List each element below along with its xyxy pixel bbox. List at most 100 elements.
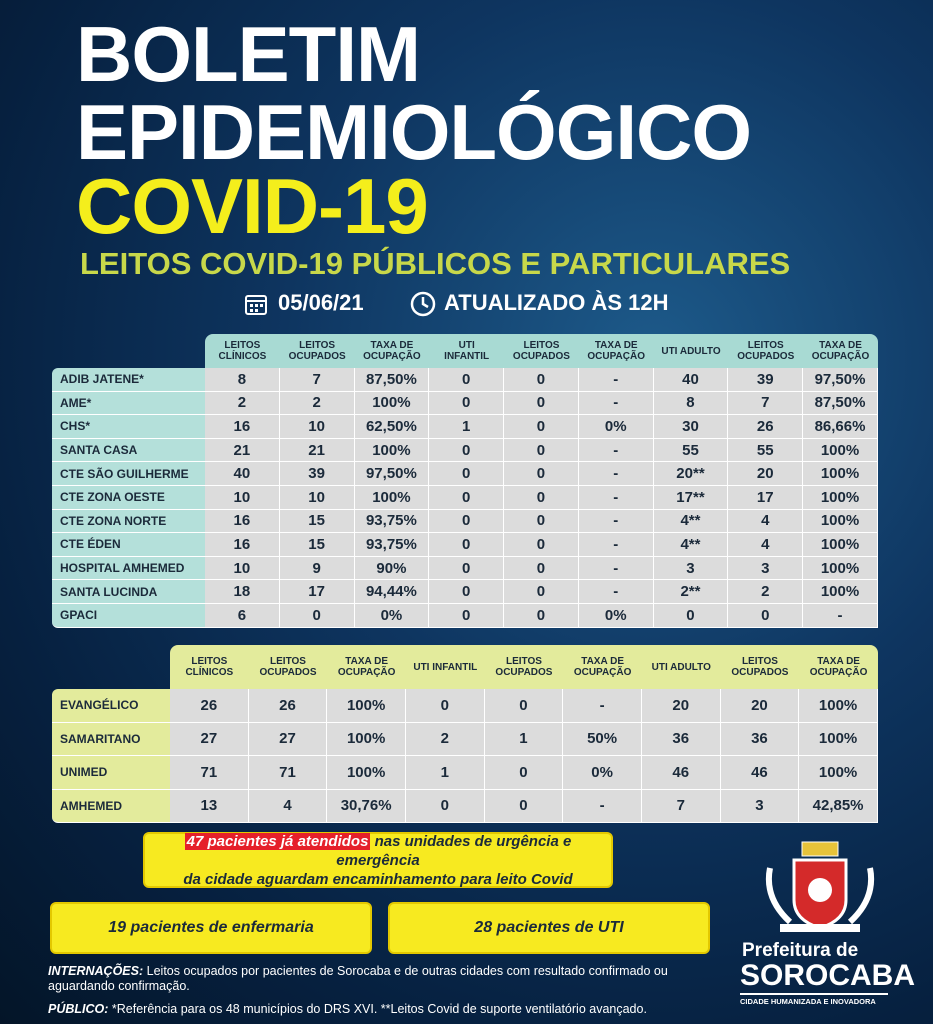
cell: 15	[279, 509, 355, 534]
cell: -	[578, 462, 654, 486]
cell: 0	[429, 604, 505, 628]
cell: -	[563, 689, 642, 723]
table-row: AME* 2 2 100% 0 0-8 7 87,50%	[52, 391, 878, 416]
cell: -	[803, 604, 878, 628]
row-name: CTE SÃO GUILHERME	[52, 462, 205, 486]
cell: -	[578, 438, 654, 463]
calendar-icon	[245, 295, 267, 315]
cell: 4**	[653, 509, 729, 534]
cell: 46	[720, 756, 800, 790]
cell: -	[578, 556, 654, 581]
cell: 8	[653, 391, 729, 416]
notice: 47 pacientes já atendidos nas unidades d…	[143, 832, 613, 888]
cell: 0	[504, 391, 579, 416]
cell: 1	[484, 722, 564, 756]
column-header: LEITOS OCUPADOS	[731, 656, 789, 678]
cell: 26	[728, 415, 804, 439]
cell: 10	[205, 556, 280, 581]
cell: 39	[728, 368, 804, 392]
cell: 97,50%	[803, 368, 878, 392]
cell: 8	[205, 368, 280, 392]
cell: 6	[205, 604, 280, 628]
cell: 4	[728, 533, 804, 557]
cell: 27	[170, 722, 249, 756]
table-row: SAMARITANO 27 27 100% 2 1 50% 36 36 100%	[52, 722, 878, 756]
cell: 71	[248, 756, 328, 790]
footnote-text: *Referência para os 48 municípios do DRS…	[111, 1002, 647, 1016]
footnote-label: PÚBLICO:	[48, 1002, 109, 1016]
table-header: LEITOS CLÍNICOS LEITOS OCUPADOS TAXA DE OC…	[170, 645, 878, 689]
cell: 100%	[799, 722, 878, 756]
cell: -	[563, 789, 642, 823]
table-row: GPACI 6 0 0% 0 0 0% 0 0-	[52, 604, 878, 628]
table-row: CTE ÉDEN 16 15 93,75% 0 0-4** 4 100%	[52, 533, 878, 557]
cell: -	[578, 509, 654, 534]
row-name: GPACI	[52, 604, 205, 628]
table-row: SANTA LUCINDA 18 17 94,44% 0 0-2** 2 100%	[52, 580, 878, 604]
cell: 0%	[578, 415, 654, 439]
table-row: UNIMED 71 71 100% 1 0 0% 46 46 100%	[52, 756, 878, 790]
column-header: LEITOS CLÍNICOS	[218, 340, 267, 362]
cell: 100%	[327, 722, 406, 756]
cell: 100%	[803, 438, 878, 463]
column-header: LEITOS CLÍNICOS	[185, 656, 234, 678]
cell: 20	[728, 462, 804, 486]
cell: 71	[170, 756, 249, 790]
subtitle: LEITOS COVID-19 PÚBLICOS E PARTICULARES	[80, 246, 791, 281]
cell: 0	[484, 756, 564, 790]
cell: -	[578, 391, 654, 416]
title-covid: COVID-19	[76, 162, 429, 250]
cell: 0	[504, 462, 579, 486]
row-name: EVANGÉLICO	[52, 689, 170, 723]
cell: -	[578, 580, 654, 604]
cell: 100%	[354, 391, 430, 416]
cell: 86,66%	[803, 415, 878, 439]
cell: 9	[279, 556, 355, 581]
cell: 1	[405, 756, 485, 790]
cell: 26	[170, 689, 249, 723]
column-header: TAXA DE OCUPAÇÃO	[337, 656, 396, 678]
cell: 100%	[799, 689, 878, 723]
column-header: LEITOS OCUPADOS	[495, 656, 553, 678]
cell: 10	[279, 486, 355, 510]
cell: 0%	[563, 756, 642, 790]
cell: 100%	[803, 509, 878, 534]
cell: 36	[720, 722, 800, 756]
cell: 87,50%	[354, 368, 430, 392]
cell: 27	[248, 722, 328, 756]
cell: 3	[720, 789, 800, 823]
title: EPIDEMIOLÓGICO	[76, 88, 752, 176]
cell: 42,85%	[799, 789, 878, 823]
cell: -	[578, 368, 654, 392]
cell: 2	[205, 391, 280, 416]
cell: 90%	[354, 556, 430, 581]
table-row: HOSPITAL AMHEMED 10 9 90% 0 0-3 3 100%	[52, 556, 878, 581]
cell: 94,44%	[354, 580, 430, 604]
cell: 18	[205, 580, 280, 604]
cell: 16	[205, 533, 280, 557]
cell: 0	[484, 789, 564, 823]
row-name: AME*	[52, 391, 205, 416]
cell: 100%	[803, 486, 878, 510]
cell: 0	[504, 368, 579, 392]
cell: 0	[504, 415, 579, 439]
notice-text: da cidade aguardam encaminhamento para l…	[183, 870, 573, 888]
column-header: LEITOS OCUPADOS	[512, 340, 570, 362]
cell: 10	[205, 486, 280, 510]
cell: 97,50%	[354, 462, 430, 486]
cell: 17	[728, 486, 804, 510]
cell: 0	[429, 509, 505, 534]
cell: 16	[205, 509, 280, 534]
cell: 2	[728, 580, 804, 604]
box: 28 pacientes de UTI	[388, 902, 710, 954]
cell: 0	[484, 689, 564, 723]
notice-line: 47 pacientes já atendidos nas unidades d…	[145, 832, 611, 870]
cell: 0	[504, 509, 579, 534]
cell: 0	[279, 604, 355, 628]
row-name: UNIMED	[52, 756, 170, 790]
cell: 1	[429, 415, 505, 439]
cell: 93,75%	[354, 509, 430, 534]
cell: 2	[405, 722, 485, 756]
cell: 0	[504, 438, 579, 463]
table-row: CTE ZONA NORTE 16 15 93,75% 0 0-4** 4 100%	[52, 509, 878, 534]
